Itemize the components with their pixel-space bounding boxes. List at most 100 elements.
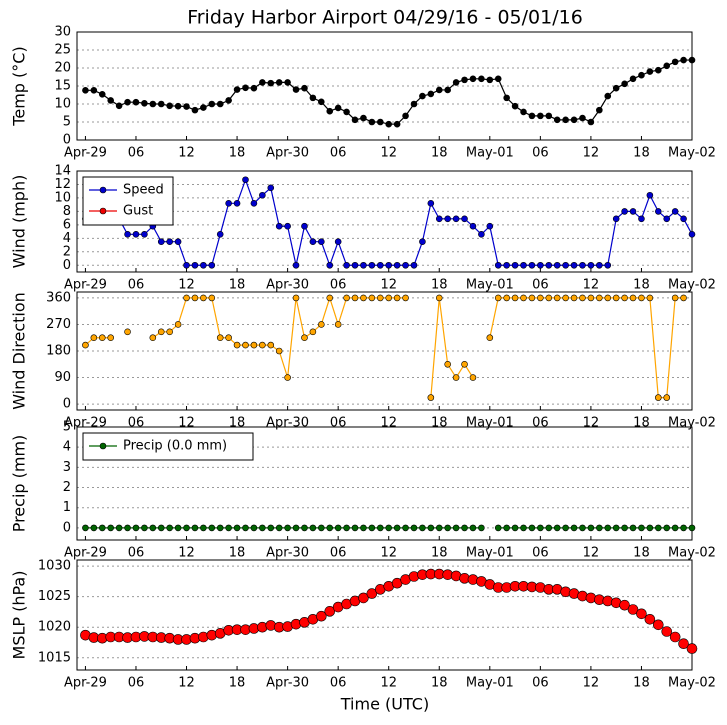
data-point — [570, 116, 578, 124]
x-tick-label: 18 — [229, 676, 246, 691]
data-point — [275, 347, 283, 355]
legend-marker — [99, 207, 107, 215]
data-point — [157, 328, 165, 336]
x-tick-label: May-01 — [466, 546, 514, 561]
data-point — [663, 215, 671, 223]
data-point — [208, 261, 216, 269]
x-tick-label: 06 — [128, 416, 145, 431]
data-point — [301, 222, 308, 230]
data-point — [318, 321, 325, 328]
data-point — [90, 524, 98, 532]
y-axis-label: Wind (mph) — [10, 175, 29, 269]
data-point — [124, 328, 131, 336]
data-point — [562, 261, 569, 269]
data-point — [90, 334, 98, 342]
data-point — [638, 215, 645, 223]
data-point — [90, 87, 98, 94]
data-point — [233, 524, 241, 532]
data-point — [503, 294, 510, 302]
data-point — [107, 334, 114, 342]
plot-frame — [76, 426, 693, 541]
data-point — [141, 230, 148, 238]
data-point — [427, 524, 435, 532]
data-point — [686, 643, 698, 654]
y-axis-label: Temp (°C) — [10, 46, 29, 126]
data-point — [619, 599, 630, 611]
data-point — [562, 524, 569, 532]
x-tick-label: 18 — [633, 676, 650, 691]
data-point — [157, 238, 165, 245]
data-point — [309, 328, 317, 336]
data-point — [452, 374, 460, 381]
data-point — [250, 200, 258, 207]
data-point — [366, 588, 378, 599]
data-point — [309, 94, 317, 102]
plot-frame — [76, 170, 693, 273]
data-point — [351, 116, 359, 124]
data-point — [149, 524, 157, 532]
x-tick-label: 06 — [330, 676, 347, 691]
data-point — [587, 294, 595, 302]
plot-frame — [76, 31, 693, 141]
data-point — [191, 524, 199, 532]
x-tick-label: 12 — [380, 146, 397, 161]
data-point — [115, 524, 123, 532]
y-tick-label: 1015 — [38, 650, 71, 665]
data-point — [200, 524, 207, 532]
y-tick-label: 0 — [63, 520, 71, 535]
data-point — [427, 394, 435, 401]
data-point — [419, 92, 426, 100]
data-point — [646, 524, 654, 532]
data-point — [334, 524, 342, 532]
y-tick-label: 5 — [63, 115, 71, 130]
data-point — [124, 98, 131, 106]
data-point — [621, 294, 628, 302]
data-point — [461, 524, 468, 532]
data-point — [537, 112, 544, 120]
data-point — [301, 334, 308, 342]
data-point — [444, 360, 451, 368]
data-point — [520, 294, 527, 302]
data-point — [621, 208, 628, 215]
data-point — [638, 71, 645, 79]
data-point — [545, 524, 553, 532]
x-tick-label: Apr-29 — [64, 278, 107, 293]
x-tick-label: 18 — [431, 278, 448, 293]
data-point — [98, 90, 106, 98]
data-point — [587, 118, 595, 126]
data-point — [638, 524, 645, 532]
x-tick-label: 18 — [229, 416, 246, 431]
x-tick-label: 18 — [431, 546, 448, 561]
data-point — [174, 102, 182, 110]
data-point — [671, 294, 679, 302]
data-point — [528, 261, 536, 269]
x-tick-label: 06 — [532, 278, 549, 293]
data-point — [316, 610, 327, 622]
data-point — [318, 98, 325, 106]
data-point — [511, 294, 519, 302]
data-point — [216, 334, 224, 342]
x-tick-label: 12 — [583, 676, 600, 691]
data-point — [579, 261, 586, 269]
data-point — [553, 261, 561, 269]
x-tick-label: 18 — [229, 146, 246, 161]
y-tick-label: 10 — [54, 190, 71, 205]
data-point — [410, 100, 418, 108]
data-point — [545, 112, 553, 120]
x-tick-label: 06 — [128, 546, 145, 561]
data-point — [351, 294, 359, 302]
data-point — [596, 261, 603, 269]
x-tick-label: Apr-29 — [64, 146, 107, 161]
x-tick-label: 18 — [229, 278, 246, 293]
data-point — [242, 176, 249, 184]
data-point — [688, 230, 696, 238]
data-point — [326, 524, 334, 532]
data-point — [376, 118, 384, 126]
y-tick-label: 15 — [54, 79, 71, 94]
data-point — [318, 238, 325, 245]
x-tick-label: May-02 — [668, 146, 716, 161]
y-tick-label: 1025 — [38, 589, 71, 604]
y-tick-label: 20 — [54, 61, 71, 76]
data-point — [259, 524, 266, 532]
y-tick-label: 2 — [63, 244, 71, 259]
